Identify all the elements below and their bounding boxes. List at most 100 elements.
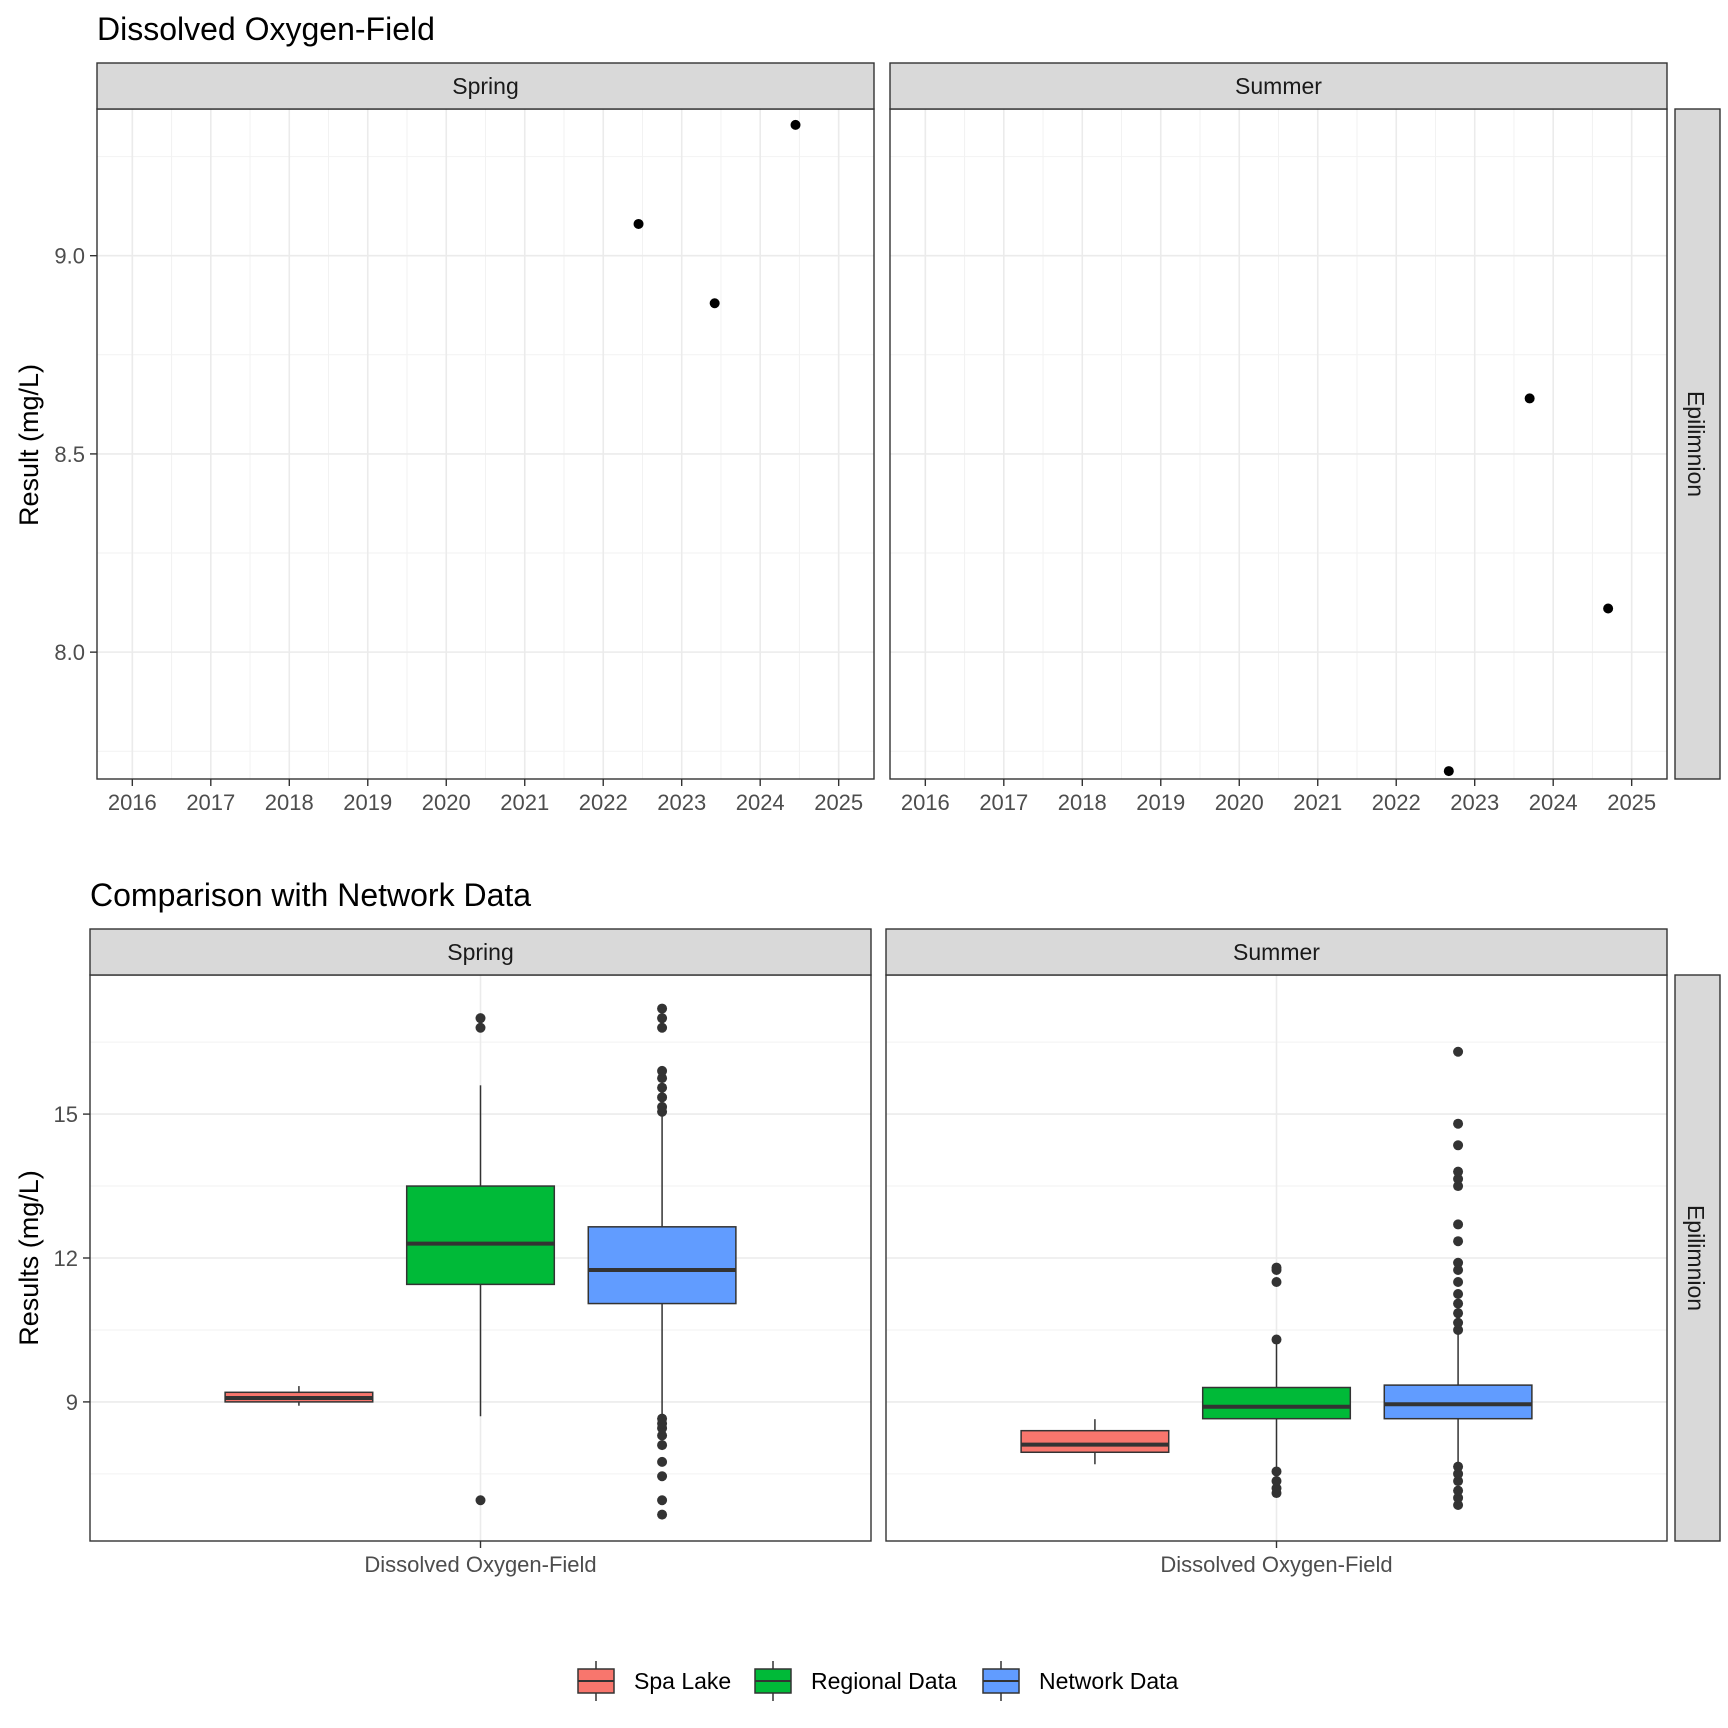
box-body [405, 1185, 556, 1286]
outlier-point [1453, 1140, 1464, 1151]
outlier-point [1453, 1276, 1464, 1287]
network-comparison-boxplot-chart: Comparison with Network Data Results (mg… [14, 877, 1721, 1577]
panel-spring: 2016 2017 2018 2019 2020 2021 2022 2023 2024 2025… [54, 62, 875, 815]
box-body [1201, 1386, 1352, 1420]
data-point [790, 119, 801, 130]
x-tick-label: 2017 [186, 790, 235, 815]
x-tick-label: 2022 [579, 790, 628, 815]
outlier-point [1453, 1236, 1464, 1247]
legend-label: Regional Data [811, 1668, 957, 1694]
outlier-point [657, 1430, 668, 1441]
x-tick-label: 2020 [1215, 790, 1264, 815]
box-network-data [1383, 1046, 1533, 1511]
x-tick-label: 2019 [1136, 790, 1185, 815]
outlier-point [1271, 1334, 1282, 1345]
x-category-label: Dissolved Oxygen-Field [364, 1552, 596, 1577]
outlier-point [657, 1022, 668, 1033]
outlier-point [475, 1022, 486, 1033]
x-tick-label: 2023 [657, 790, 706, 815]
dissolved-oxygen-scatter-chart: Dissolved Oxygen-Field Result (mg/L) 201… [14, 11, 1721, 815]
y-tick-label: 9.0 [54, 244, 85, 269]
panel-strip [885, 928, 1668, 976]
x-tick-label: 2018 [265, 790, 314, 815]
outlier-point [657, 1003, 668, 1014]
x-tick-label: 2019 [343, 790, 392, 815]
x-tick-label: 2021 [1293, 790, 1342, 815]
legend-item-spa-lake: Spa Lake [577, 1661, 731, 1701]
outlier-point [657, 1413, 668, 1424]
panel-strip-label: Summer [1233, 939, 1320, 965]
panel-strip [89, 928, 872, 976]
outlier-point [1271, 1276, 1282, 1287]
x-tick-label: 2018 [1058, 790, 1107, 815]
outlier-point [657, 1092, 668, 1103]
outlier-point [1453, 1264, 1464, 1275]
data-point [1603, 603, 1614, 614]
row-strip-label-top: Epilimnion [1683, 391, 1709, 497]
outlier-point [1453, 1500, 1464, 1511]
outlier-point [1453, 1468, 1464, 1479]
x-tick-label: 2024 [736, 790, 785, 815]
x-tick-label: 2022 [1372, 790, 1421, 815]
row-strip-top [1674, 108, 1721, 780]
outlier-point [1271, 1483, 1282, 1494]
box-body [1383, 1384, 1533, 1420]
legend-item-network-data: Network Data [982, 1661, 1179, 1701]
x-category-label: Dissolved Oxygen-Field [1160, 1552, 1392, 1577]
outlier-point [1453, 1257, 1464, 1268]
data-point [709, 298, 720, 309]
row-strip-bottom [1674, 974, 1721, 1542]
outlier-point [1453, 1485, 1464, 1496]
outlier-point [475, 1013, 486, 1024]
x-tick-label: 2023 [1450, 790, 1499, 815]
data-point [633, 218, 644, 229]
outlier-point [657, 1471, 668, 1482]
x-tick-label: 2020 [422, 790, 471, 815]
x-tick-label: 2016 [108, 790, 157, 815]
outlier-point [1453, 1166, 1464, 1177]
x-tick-label: 2024 [1529, 790, 1578, 815]
panel-strip-label: Spring [447, 939, 513, 965]
outlier-point [657, 1065, 668, 1076]
box-regional-data [1201, 1262, 1352, 1499]
outlier-point [1453, 1461, 1464, 1472]
panel-strip-label: Spring [452, 73, 518, 99]
outlier-point [657, 1440, 668, 1451]
panel-strip [96, 62, 875, 110]
legend-label: Spa Lake [634, 1668, 731, 1694]
outlier-point [1453, 1219, 1464, 1230]
panel-strip-label: Summer [1235, 73, 1322, 99]
panel-summer: 2016 2017 2018 2019 2020 2021 2022 2023 2024 2025… [889, 62, 1668, 815]
outlier-point [1453, 1046, 1464, 1057]
outlier-point [657, 1101, 668, 1112]
x-tick-label: 2025 [1607, 790, 1656, 815]
x-tick-label: 2021 [500, 790, 549, 815]
outlier-point [1453, 1298, 1464, 1309]
outlier-point [657, 1509, 668, 1520]
row-strip-label-bottom: Epilimnion [1683, 1205, 1709, 1311]
chart-title-top: Dissolved Oxygen-Field [97, 11, 435, 47]
box-network-data [587, 1003, 737, 1520]
box-spa-lake [1020, 1419, 1170, 1465]
x-tick-label: 2016 [901, 790, 950, 815]
outlier-point [1453, 1324, 1464, 1335]
box-body [1020, 1429, 1170, 1454]
outlier-point [1453, 1181, 1464, 1192]
data-point [1524, 393, 1535, 404]
outlier-point [1453, 1492, 1464, 1503]
outlier-point [1453, 1118, 1464, 1129]
y-tick-label: 8.0 [54, 640, 85, 665]
outlier-point [1453, 1317, 1464, 1328]
y-axis-label-bottom: Results (mg/L) [14, 1170, 44, 1346]
outlier-point [657, 1456, 668, 1467]
y-tick-label: 9 [66, 1390, 78, 1415]
outlier-point [1453, 1308, 1464, 1319]
data-point [1443, 766, 1454, 777]
panel-spring: 9 12 15 Dissolved Oxygen-Field Spring [54, 928, 872, 1577]
x-tick-label: 2017 [979, 790, 1028, 815]
chart-title-bottom: Comparison with Network Data [90, 877, 531, 913]
box-body [587, 1226, 737, 1305]
legend: Spa Lake Regional Data Network Data [577, 1661, 1179, 1701]
y-tick-label: 8.5 [54, 442, 85, 467]
legend-label: Network Data [1039, 1668, 1179, 1694]
